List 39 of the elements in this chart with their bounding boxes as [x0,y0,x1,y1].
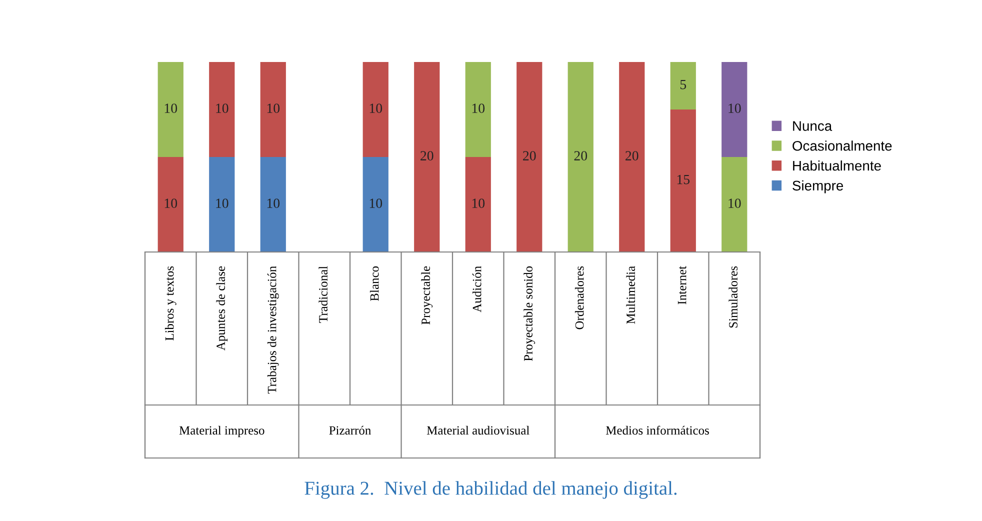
data-label: 10 [370,104,382,113]
legend-label: Ocasionalmente [792,140,892,151]
text: Material audiovisual [426,426,530,435]
data-label: 10 [164,198,178,208]
data-label: 20 [626,151,638,160]
text: Material impreso [179,426,264,438]
x-tick-label: Internet [678,266,686,304]
data-label: 10 [728,198,741,208]
text: Medios informáticos [606,426,709,435]
data-label: 15 [677,174,690,184]
data-label: 10 [370,198,382,208]
x-tick-label: Multimedia [626,266,636,324]
data-label: 10 [164,104,178,113]
data-label: 10 [472,198,485,208]
x-tick-label: Ordenadores [574,266,584,330]
data-label: 10 [267,104,280,113]
data-label: 20 [523,151,536,160]
x-tick-label: Proyectable [421,266,433,325]
x-tick-label: Proyectable sonido [524,266,536,361]
data-label: 20 [420,151,434,160]
data-label: 20 [574,151,588,160]
x-tick-label: Tradicional [318,266,328,323]
data-label: 10 [728,104,741,113]
legend-label: Habitualmente [793,160,881,171]
data-label: 10 [216,198,228,208]
data-label: 10 [267,198,280,208]
x-tick-label: Apuntes de clase [216,266,228,350]
data-label: 5 [680,80,686,90]
x-tick-label: Simuladores [728,266,738,328]
legend-label: Nunca [793,121,832,131]
x-tick-label: Trabajos de investigación [267,266,279,394]
x-tick-label: Audición [472,266,482,312]
data-label: 10 [216,104,228,113]
data-label: 10 [472,104,485,113]
text: Pizarrón [329,426,371,435]
text: Figura 2. Nivel de habilidad del manejo digital. [304,481,677,499]
x-tick-label: Blanco [370,266,379,301]
legend-label: Siempre [792,180,844,194]
x-tick-label: Libros y textos [164,266,176,341]
